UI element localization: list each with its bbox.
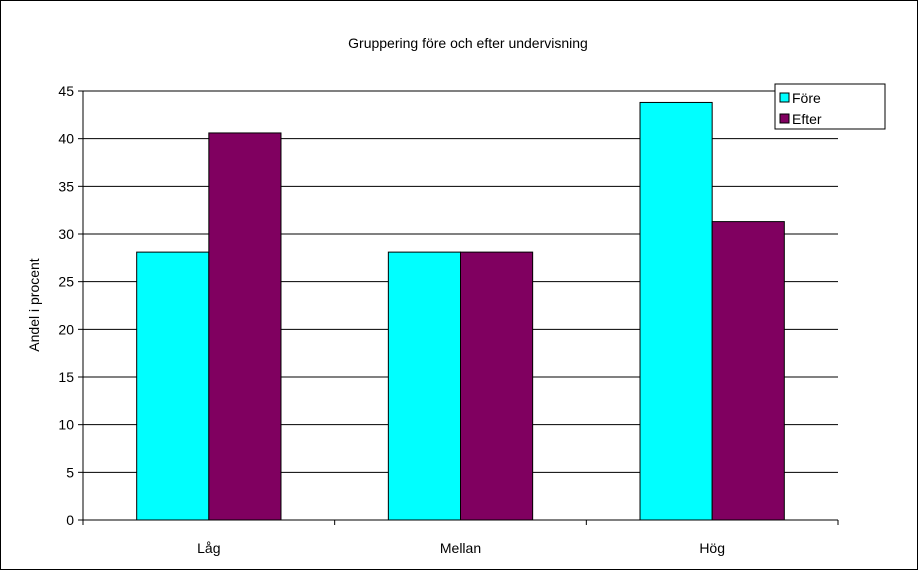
y-tick-label: 5 (66, 464, 74, 480)
bar-1-2 (711, 221, 785, 521)
y-axis-label: Andel i procent (26, 258, 42, 352)
bars (136, 101, 785, 521)
legend: Före Efter (774, 83, 886, 130)
y-tick-label: 30 (58, 226, 74, 242)
bar-0-2 (639, 101, 713, 521)
y-tick-label: 45 (58, 83, 74, 99)
legend-swatch-fore (779, 92, 790, 103)
y-tick-label: 10 (58, 417, 74, 433)
y-tick-label: 20 (58, 321, 74, 337)
bar-1-0 (208, 132, 282, 521)
legend-swatch-efter (779, 113, 790, 124)
legend-label-efter: Efter (792, 111, 822, 127)
y-tick-label: 40 (58, 131, 74, 147)
y-tick-label: 15 (58, 369, 74, 385)
x-tick-label: Mellan (440, 540, 481, 556)
y-tick-label: 0 (66, 512, 74, 528)
y-tick-label: 25 (58, 274, 74, 290)
bar-0-0 (136, 251, 210, 521)
chart-title: Gruppering före och efter undervisning (348, 35, 588, 51)
bar-0-1 (387, 251, 461, 521)
axes (78, 90, 839, 525)
legend-box (774, 83, 886, 130)
y-tick-labels: 0 5 10 15 20 25 30 35 40 45 (58, 83, 74, 528)
bar-1-1 (460, 251, 534, 521)
legend-label-fore: Före (792, 90, 821, 106)
y-tick-label: 35 (58, 178, 74, 194)
x-tick-labels: Låg Mellan Hög (197, 540, 725, 556)
x-tick-label: Låg (197, 540, 220, 556)
x-tick-label: Hög (699, 540, 725, 556)
